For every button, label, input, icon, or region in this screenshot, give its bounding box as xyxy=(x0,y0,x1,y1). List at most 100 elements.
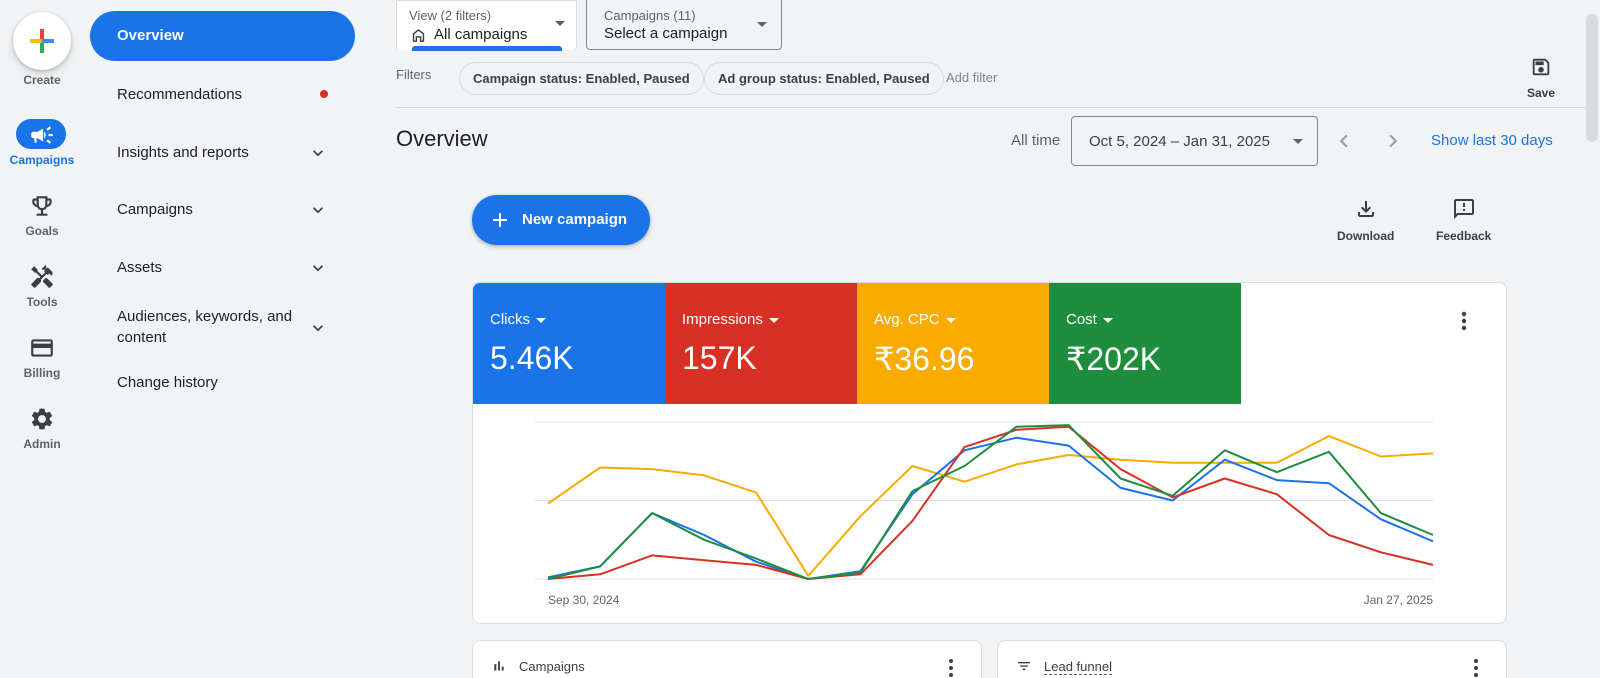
nav-item-overview[interactable]: Overview xyxy=(90,11,355,61)
caret-down-icon xyxy=(768,317,779,323)
nav-label: Insights and reports xyxy=(117,144,249,161)
more-vert-icon[interactable] xyxy=(1461,311,1467,331)
nav-label: Recommendations xyxy=(117,86,243,103)
nav-label: Audiences, keywords, and xyxy=(117,308,293,325)
chevron-left-icon[interactable] xyxy=(1331,128,1357,154)
campaigns-card-title: Campaigns xyxy=(519,659,585,674)
rail-item-billing[interactable]: Billing xyxy=(0,335,84,391)
rail-label-admin: Admin xyxy=(23,437,61,451)
create-button[interactable] xyxy=(13,12,71,70)
chevron-down-icon xyxy=(313,207,323,214)
add-filter-link[interactable]: Add filter xyxy=(946,70,998,85)
save-icon xyxy=(1532,58,1550,76)
caret-down-icon xyxy=(536,317,546,323)
series-line-2 xyxy=(547,425,1434,580)
filters-label: Filters xyxy=(396,67,432,82)
nav-label: Campaigns xyxy=(117,201,193,218)
metric-avg-cpc[interactable]: Avg. CPC ₹36.96 xyxy=(857,283,1049,404)
credit-card-icon xyxy=(31,339,53,357)
lead-funnel-card: Lead funnel xyxy=(997,640,1507,678)
nav-label: Assets xyxy=(117,259,163,276)
metric-name: Avg. CPC xyxy=(874,311,940,328)
metric-cost[interactable]: Cost ₹202K xyxy=(1049,283,1241,404)
caret-down-icon xyxy=(945,317,956,323)
more-vert-icon[interactable] xyxy=(1473,658,1479,678)
megaphone-icon xyxy=(31,126,53,144)
nav-label: Overview xyxy=(117,27,184,44)
save-label: Save xyxy=(1526,86,1556,100)
nav-label: Change history xyxy=(117,374,218,391)
feedback-icon xyxy=(1453,199,1474,219)
bar-chart-icon xyxy=(494,661,504,671)
chevron-down-icon xyxy=(313,265,323,272)
chevron-down-icon xyxy=(313,325,323,332)
filter-chip-ad-group-status[interactable]: Ad group status: Enabled, Paused xyxy=(704,62,944,95)
chevron-down-icon xyxy=(313,150,323,157)
series-line-3 xyxy=(547,424,1434,580)
performance-chart: Sep 30, 2024 Jan 27, 2025 xyxy=(535,421,1434,607)
scrollbar-thumb[interactable] xyxy=(1586,14,1598,142)
series-line-1 xyxy=(547,436,1434,580)
metric-clicks[interactable]: Clicks 5.46K xyxy=(473,283,665,404)
view-value: All campaigns xyxy=(434,26,528,43)
campaigns-card: Campaigns xyxy=(472,640,982,678)
nav-item-campaigns[interactable]: Campaigns xyxy=(90,199,355,219)
metric-value: 5.46K xyxy=(490,340,574,376)
rail-item-campaigns[interactable]: Campaigns xyxy=(0,119,84,177)
nav-item-assets[interactable]: Assets xyxy=(90,257,355,277)
performance-card: Clicks 5.46K Impressions 157K Avg. CPC ₹… xyxy=(472,282,1507,624)
metric-value: ₹36.96 xyxy=(874,341,975,377)
nav-item-audiences[interactable]: Audiences, keywords, and content xyxy=(90,305,355,349)
lead-funnel-card-title[interactable]: Lead funnel xyxy=(1044,659,1112,675)
rail-item-tools[interactable]: Tools xyxy=(0,264,84,320)
nav-label-line2: content xyxy=(117,329,167,346)
rail-label-campaigns: Campaigns xyxy=(9,153,75,167)
page-title: Overview xyxy=(396,126,488,151)
notification-dot xyxy=(320,90,328,98)
all-time-label: All time xyxy=(1011,132,1061,149)
create-label: Create xyxy=(23,73,61,87)
metric-value: ₹202K xyxy=(1066,341,1162,377)
date-range-picker[interactable]: Oct 5, 2024 – Jan 31, 2025 xyxy=(1071,116,1318,166)
download-label: Download xyxy=(1337,229,1395,243)
download-button[interactable]: Download xyxy=(1337,197,1394,245)
view-selector[interactable]: View (2 filters) All campaigns xyxy=(396,0,577,51)
metric-impressions[interactable]: Impressions 157K xyxy=(665,283,857,404)
caret-down-icon xyxy=(757,22,767,27)
more-vert-icon[interactable] xyxy=(948,658,954,678)
filter-list-icon xyxy=(1018,662,1030,670)
campaign-value: Select a campaign xyxy=(604,25,728,42)
nav-item-insights[interactable]: Insights and reports xyxy=(90,142,355,162)
gear-icon xyxy=(31,408,53,430)
campaign-selector[interactable]: Campaigns (11) Select a campaign xyxy=(586,0,782,50)
nav-item-recommendations[interactable]: Recommendations xyxy=(90,84,355,104)
divider xyxy=(396,107,1586,108)
feedback-label: Feedback xyxy=(1436,229,1492,243)
trophy-icon xyxy=(32,196,52,216)
rail-item-goals[interactable]: Goals xyxy=(0,193,84,249)
date-range-value: Oct 5, 2024 – Jan 31, 2025 xyxy=(1089,133,1270,150)
metric-value: 157K xyxy=(682,340,757,376)
feedback-button[interactable]: Feedback xyxy=(1436,197,1491,245)
rail-label-tools: Tools xyxy=(26,295,58,309)
nav-item-change-history[interactable]: Change history xyxy=(90,372,355,392)
chevron-right-icon[interactable] xyxy=(1380,128,1406,154)
tools-icon xyxy=(31,265,53,288)
new-campaign-button[interactable]: New campaign xyxy=(472,195,650,245)
x-axis-end-label: Jan 27, 2025 xyxy=(1364,593,1434,607)
caret-down-icon xyxy=(1102,317,1113,323)
campaigns-count-label: Campaigns (11) xyxy=(604,8,696,23)
plus-icon xyxy=(40,29,44,53)
caret-down-icon xyxy=(1293,139,1303,144)
x-axis-start-label: Sep 30, 2024 xyxy=(548,593,620,607)
download-icon xyxy=(1357,201,1374,217)
rail-label-billing: Billing xyxy=(23,366,61,380)
left-rail: Create Campaigns Goals Tools Billing Adm… xyxy=(0,0,84,678)
metric-name: Cost xyxy=(1066,311,1097,328)
metric-name: Impressions xyxy=(682,311,763,328)
show-last-30-days-link[interactable]: Show last 30 days xyxy=(1431,132,1553,149)
filter-chip-campaign-status[interactable]: Campaign status: Enabled, Paused xyxy=(459,62,704,95)
caret-down-icon xyxy=(555,21,565,26)
rail-item-admin[interactable]: Admin xyxy=(0,406,84,462)
rail-label-goals: Goals xyxy=(25,224,59,238)
